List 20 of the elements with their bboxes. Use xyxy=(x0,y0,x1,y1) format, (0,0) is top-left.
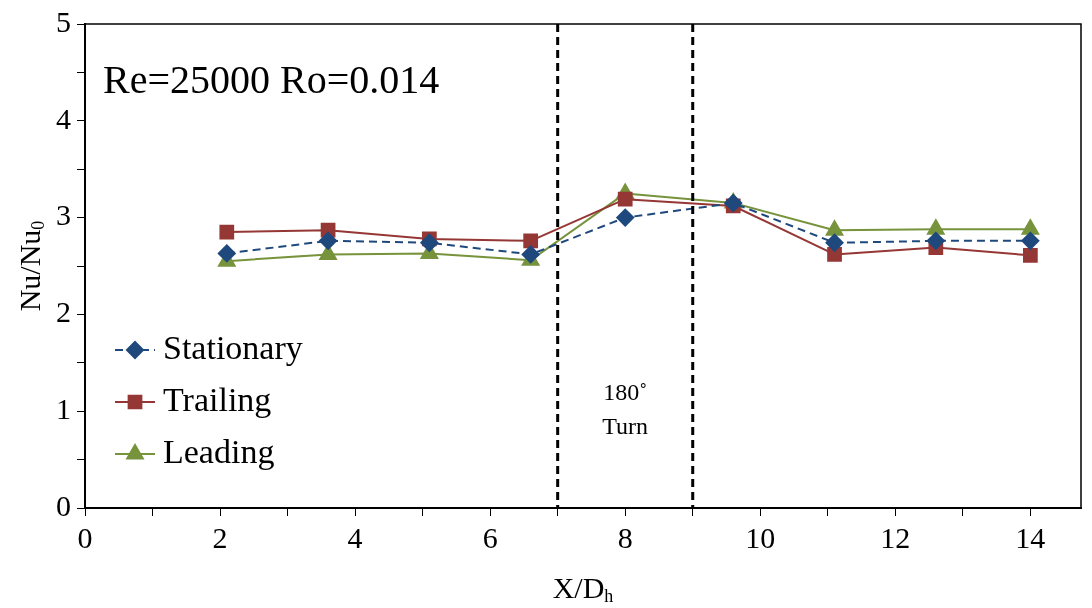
annotation: 180˚ Turn xyxy=(602,379,649,440)
annotation: Re=25000 Ro=0.014 xyxy=(103,56,440,102)
y-tick-label: 2 xyxy=(56,295,71,329)
x-tick-label: 12 xyxy=(880,520,911,554)
y-tick-label: 3 xyxy=(56,198,71,232)
y-tick-label: 4 xyxy=(56,101,71,135)
x-tick-label: 4 xyxy=(347,520,363,554)
legend-label: Trailing xyxy=(163,380,272,418)
legend-label: Stationary xyxy=(163,328,303,366)
x-tick-label: 8 xyxy=(617,520,633,554)
x-tick-label: 10 xyxy=(745,520,776,554)
legend-label: Leading xyxy=(163,432,275,470)
x-tick-label: 0 xyxy=(77,520,93,554)
y-tick-label: 0 xyxy=(56,488,71,522)
y-tick-label: 5 xyxy=(56,4,71,38)
y-axis-title: Nu/Nu0 xyxy=(12,220,49,312)
x-tick-label: 2 xyxy=(212,520,228,554)
x-tick-label: 14 xyxy=(1015,520,1046,554)
x-tick-label: 6 xyxy=(482,520,498,554)
y-tick-label: 1 xyxy=(56,392,71,426)
